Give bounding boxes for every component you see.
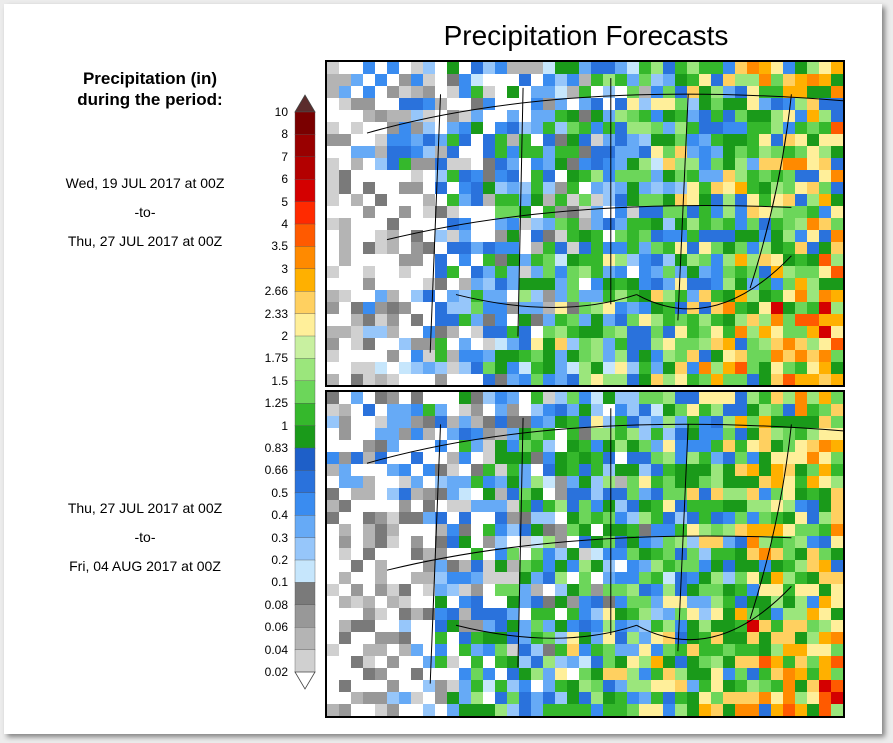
scale-tick-label: 0.08 xyxy=(264,597,288,612)
scale-swatch xyxy=(294,268,316,292)
lower-map-svg xyxy=(327,392,843,716)
period-2-label: Thu, 27 JUL 2017 at 00Z -to- Fri, 04 AUG… xyxy=(30,494,260,581)
scale-tick-label: 0.06 xyxy=(264,620,288,635)
scale-tick-label: 4 xyxy=(281,217,288,231)
scale-swatch xyxy=(294,201,316,225)
scale-tick-label: 2.33 xyxy=(264,306,288,321)
color-scale-svg xyxy=(294,94,316,690)
scale-swatch xyxy=(294,627,316,651)
scale-swatch xyxy=(294,223,316,247)
scale-tick-label: 0.5 xyxy=(271,485,288,500)
scale-swatch xyxy=(294,134,316,158)
scale-swatch xyxy=(294,290,316,315)
scale-top-arrow xyxy=(294,94,316,113)
period-2-sep: -to- xyxy=(134,529,156,545)
upper-map-svg xyxy=(327,62,843,385)
scale-swatch xyxy=(294,403,316,427)
scale-swatch xyxy=(294,515,316,539)
map-boundaries xyxy=(366,78,843,353)
scale-tick-label: 0.02 xyxy=(264,665,288,679)
scale-bottom-arrow xyxy=(294,671,316,690)
period-1-end: Thu, 27 JUL 2017 at 00Z xyxy=(67,233,223,249)
scale-swatch xyxy=(294,156,316,180)
scale-swatch xyxy=(294,178,316,203)
scale-tick-label: 0.1 xyxy=(271,575,288,590)
page-title: Precipitation Forecasts xyxy=(443,20,729,51)
scale-swatch xyxy=(294,470,316,494)
scale-tick-label: 8 xyxy=(281,127,288,142)
scale-tick-label: 7 xyxy=(281,149,288,164)
legend-heading-line2: during the period: xyxy=(77,90,223,109)
period-1-label: Wed, 19 JUL 2017 at 00Z -to- Thu, 27 JUL… xyxy=(30,169,260,256)
scale-tick-label: 0.2 xyxy=(271,553,288,567)
map-boundaries xyxy=(366,408,843,684)
scale-tick-label: 1.5 xyxy=(271,373,288,388)
scale-swatch xyxy=(294,380,316,404)
scale-tick-label: 10 xyxy=(274,105,288,119)
scale-swatch xyxy=(294,246,316,270)
scale-swatch xyxy=(294,649,316,673)
period-1-start: Wed, 19 JUL 2017 at 00Z xyxy=(65,175,225,191)
scale-swatch xyxy=(294,425,316,449)
scale-tick-label: 6 xyxy=(281,172,288,187)
scale-tick-label: 0.83 xyxy=(264,441,288,455)
scale-swatch xyxy=(294,492,316,516)
scale-tick-label: 0.04 xyxy=(264,642,288,657)
scale-swatch xyxy=(294,335,316,359)
legend-heading: Precipitation (in) during the period: xyxy=(40,68,260,110)
scale-tick-label: 1 xyxy=(281,418,288,433)
scale-swatch xyxy=(294,111,316,135)
scale-swatch xyxy=(294,313,316,337)
scale-tick-label: 0.3 xyxy=(271,530,288,545)
scale-swatch xyxy=(294,447,316,471)
scale-swatch xyxy=(294,358,316,382)
scale-tick-label: 0.4 xyxy=(271,508,288,523)
scale-tick-label: 0.66 xyxy=(264,463,288,478)
scale-tick-label: 2 xyxy=(281,329,288,343)
scale-tick-label: 3.5 xyxy=(271,239,288,254)
color-scale-ticks: 10 8 7 6 5 4 3.5 3 2.66 2.33 2 1.75 1.5 1.25 1 0.83 0.66… xyxy=(240,94,288,690)
upper-precip-map xyxy=(325,60,845,387)
period-2-start: Thu, 27 JUL 2017 at 00Z xyxy=(67,500,223,516)
legend-heading-line1: Precipitation (in) xyxy=(82,69,218,88)
scale-tick-label: 2.66 xyxy=(264,284,288,299)
scale-tick-label: 3 xyxy=(281,261,288,276)
scale-tick-label: 1.75 xyxy=(264,351,288,366)
scale-swatch xyxy=(294,559,316,583)
scale-swatch xyxy=(294,582,316,606)
scale-swatch xyxy=(294,537,316,561)
scale-swatch xyxy=(294,604,316,628)
period-2-end: Fri, 04 AUG 2017 at 00Z xyxy=(69,558,221,574)
scale-tick-label: 1.25 xyxy=(264,396,288,411)
lower-precip-map xyxy=(325,390,845,718)
color-scale-bar xyxy=(294,94,316,690)
period-1-sep: -to- xyxy=(134,204,156,220)
scale-tick-label: 5 xyxy=(281,194,288,209)
